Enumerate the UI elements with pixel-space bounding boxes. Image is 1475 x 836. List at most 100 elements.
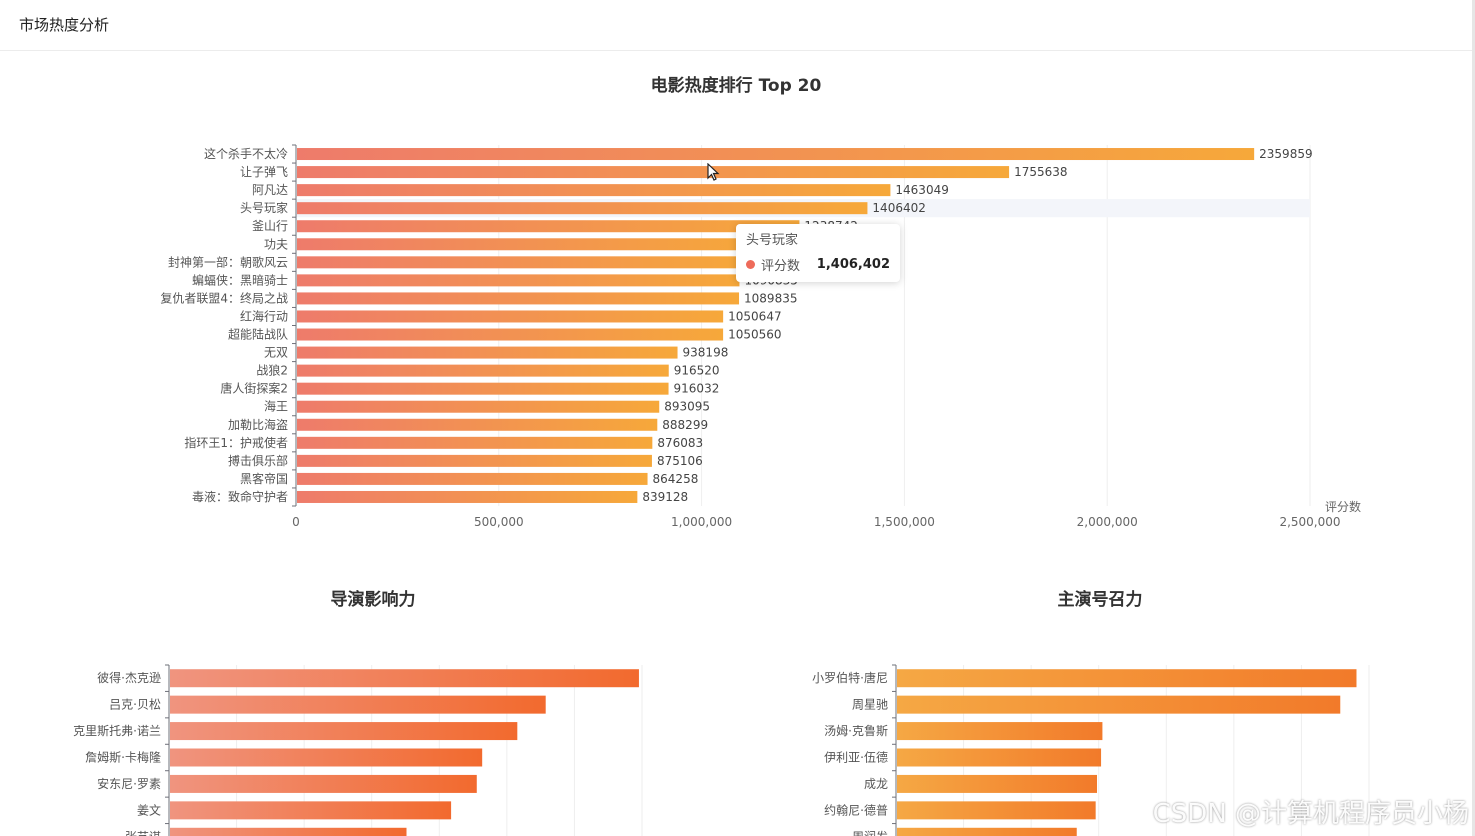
movie-category-label: 无双 <box>264 346 288 360</box>
director-category-label: 克里斯托弗·诺兰 <box>73 724 161 738</box>
movie-category-label: 复仇者联盟4：终局之战 <box>160 290 288 305</box>
movie-bar[interactable] <box>297 472 648 485</box>
movie-value-label: 875106 <box>657 454 703 468</box>
actor-category-label: 约翰尼·德普 <box>824 802 888 817</box>
actor-category-label: 伊利亚·伍德 <box>824 750 888 765</box>
movie-x-tick-label: 0 <box>292 515 300 529</box>
tooltip-title: 头号玩家 <box>746 233 799 248</box>
movie-bar[interactable] <box>297 220 800 233</box>
movie-category-label: 头号玩家 <box>240 200 288 215</box>
movie-category-label: 唐人街探案2 <box>220 381 288 396</box>
movie-value-label: 1463049 <box>895 183 948 197</box>
actor-category-label: 周星驰 <box>852 698 888 712</box>
movie-x-tick-label: 1,500,000 <box>874 515 935 529</box>
movie-bar[interactable] <box>297 400 660 413</box>
actor-bar[interactable] <box>897 695 1341 714</box>
actor-category-label: 周润发 <box>852 829 888 836</box>
actor-bar[interactable] <box>897 774 1098 793</box>
actor-bar[interactable] <box>897 827 1077 836</box>
actor-bar[interactable] <box>897 722 1103 741</box>
movie-bar[interactable] <box>297 238 756 251</box>
director-bar[interactable] <box>170 827 407 836</box>
movie-value-label: 893095 <box>664 400 710 414</box>
director-bar[interactable] <box>170 695 546 714</box>
movie-bar[interactable] <box>297 418 658 431</box>
movie-bar[interactable] <box>297 490 638 503</box>
tooltip-value: 1,406,402 <box>816 257 890 272</box>
movie-x-tick-label: 500,000 <box>474 515 524 529</box>
director-category-label: 安东尼·罗素 <box>97 776 161 791</box>
movie-bar[interactable] <box>297 382 669 395</box>
movie-bar[interactable] <box>297 184 891 197</box>
director-bar[interactable] <box>170 748 483 767</box>
movie-category-label: 封神第一部：朝歌风云 <box>168 254 288 269</box>
movie-value-label: 839128 <box>642 490 688 504</box>
movie-bar[interactable] <box>297 202 868 215</box>
director-category-label: 张艺谋 <box>125 830 161 836</box>
director-category-label: 彼得·杰克逊 <box>97 670 161 685</box>
movie-bar[interactable] <box>297 346 678 359</box>
movie-bar[interactable] <box>297 436 653 449</box>
movie-category-label: 战狼2 <box>256 363 288 378</box>
movie-category-label: 黑客帝国 <box>240 471 288 486</box>
movie-x-tick-label: 2,500,000 <box>1279 515 1340 529</box>
mouse-cursor-icon <box>707 163 720 181</box>
movie-value-label: 888299 <box>662 418 708 432</box>
movie-bar[interactable] <box>297 148 1255 161</box>
actor-category-label: 汤姆·克鲁斯 <box>824 724 888 738</box>
tooltip-row: 评分数 1,406,402 <box>746 255 890 274</box>
movie-value-label: 916032 <box>674 382 720 396</box>
movie-bar[interactable] <box>297 166 1010 179</box>
movie-value-label: 1050560 <box>728 328 781 342</box>
movie-category-label: 阿凡达 <box>252 183 288 197</box>
watermark: CSDN @计算机程序员小杨 <box>1152 799 1469 829</box>
director-chart-title: 导演影响力 <box>331 589 416 610</box>
movie-category-label: 让子弹飞 <box>240 165 288 179</box>
tooltip-series-dot <box>746 260 755 269</box>
director-bar[interactable] <box>170 774 477 793</box>
tooltip-series-name: 评分数 <box>761 259 801 274</box>
movie-bar[interactable] <box>297 292 740 305</box>
director-category-label: 吕克·贝松 <box>109 698 161 712</box>
movie-category-label: 这个杀手不太冷 <box>204 146 288 161</box>
actor-bar[interactable] <box>897 748 1102 767</box>
director-bar[interactable] <box>170 722 518 741</box>
movie-value-label: 864258 <box>653 472 699 486</box>
actor-category-label: 小罗伯特·唐尼 <box>812 670 888 685</box>
movie-bar[interactable] <box>297 454 652 467</box>
movie-category-label: 超能陆战队 <box>228 327 288 342</box>
movie-value-label: 916520 <box>674 364 720 378</box>
movie-category-label: 红海行动 <box>240 308 288 323</box>
movie-bar[interactable] <box>297 274 740 287</box>
director-category-label: 詹姆斯·卡梅隆 <box>85 750 161 765</box>
movie-bar[interactable] <box>297 310 724 323</box>
movie-category-label: 毒液：致命守护者 <box>192 489 288 504</box>
director-bar[interactable] <box>170 801 452 820</box>
movie-value-label: 2359859 <box>1259 147 1312 161</box>
actor-bar[interactable] <box>897 669 1357 688</box>
page-title: 市场热度分析 <box>19 16 110 34</box>
movie-bar[interactable] <box>297 364 669 377</box>
movie-value-label: 1089835 <box>744 291 797 305</box>
movie-category-label: 海王 <box>264 399 288 414</box>
director-category-label: 姜文 <box>137 802 161 817</box>
director-bar[interactable] <box>170 669 639 688</box>
movie-bar[interactable] <box>297 328 724 341</box>
movie-category-label: 功夫 <box>264 237 288 251</box>
movie-value-label: 938198 <box>683 346 729 360</box>
movie-value-label: 1406402 <box>872 201 925 215</box>
movie-category-label: 指环王1：护戒使者 <box>184 435 288 450</box>
movie-value-label: 1050647 <box>728 309 781 323</box>
movie-value-label: 1755638 <box>1014 165 1067 179</box>
movie-x-tick-label: 1,000,000 <box>671 515 732 529</box>
movie-bar[interactable] <box>297 256 748 269</box>
page-scrollbar[interactable] <box>1472 0 1475 836</box>
movie-category-label: 搏击俱乐部 <box>228 453 288 468</box>
movie-category-label: 釜山行 <box>252 218 288 233</box>
actor-bar[interactable] <box>897 801 1096 820</box>
actor-category-label: 成龙 <box>864 777 888 791</box>
movie-value-label: 876083 <box>657 436 703 450</box>
actor-chart-title: 主演号召力 <box>1058 589 1143 610</box>
page-header: 市场热度分析 <box>0 0 1475 51</box>
